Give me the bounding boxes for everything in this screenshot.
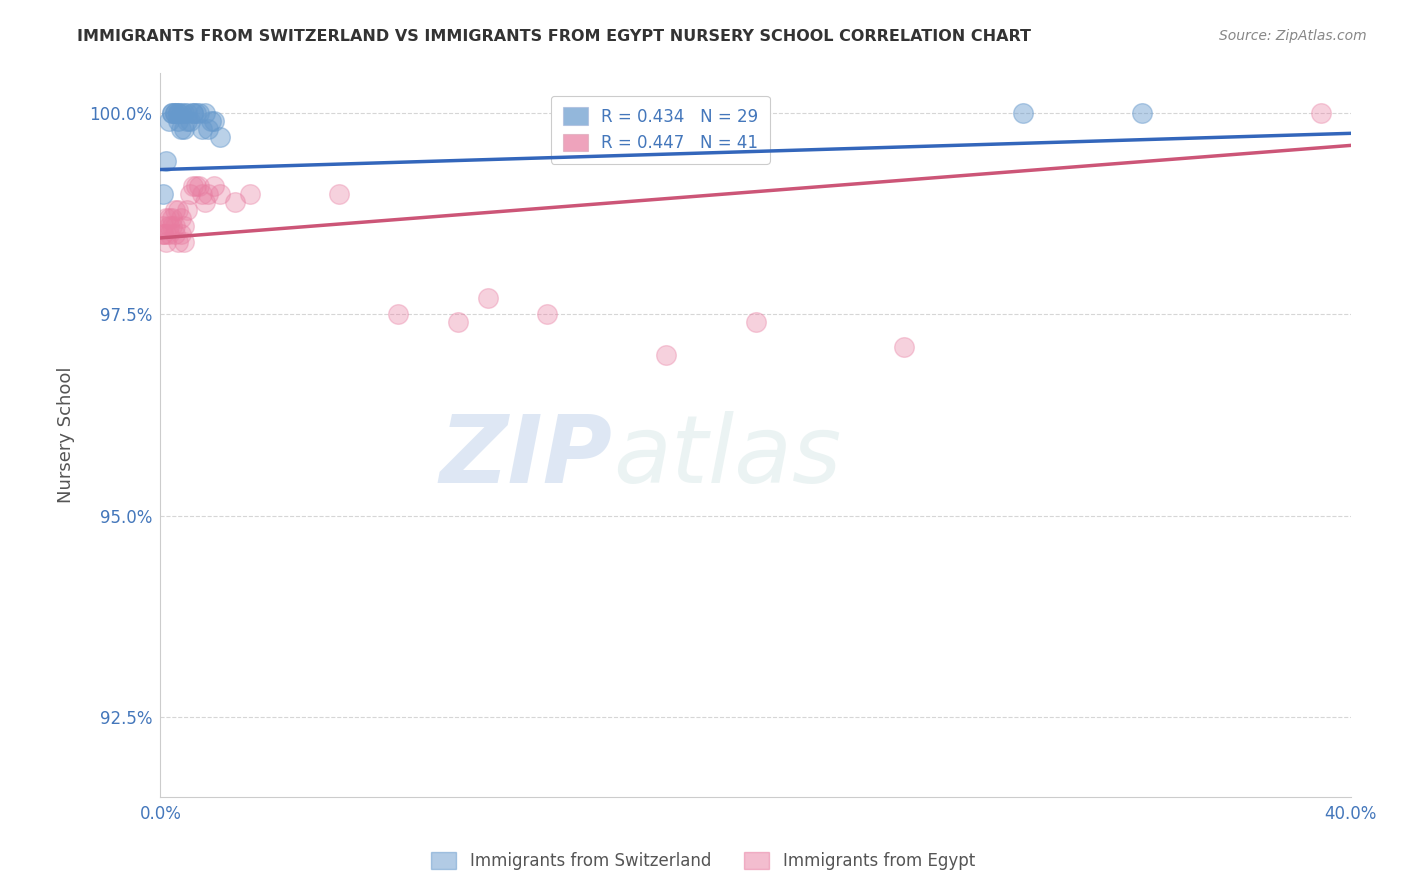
Point xyxy=(188,106,211,120)
Point xyxy=(167,202,190,217)
Point xyxy=(208,186,231,201)
Point xyxy=(224,194,246,209)
Point xyxy=(155,154,177,169)
Point xyxy=(157,211,180,225)
Legend: R = 0.434   N = 29, R = 0.447   N = 41: R = 0.434 N = 29, R = 0.447 N = 41 xyxy=(551,95,769,164)
Point xyxy=(170,211,193,225)
Point xyxy=(170,106,193,120)
Point xyxy=(387,307,409,321)
Point xyxy=(157,227,180,241)
Point xyxy=(167,114,190,128)
Point xyxy=(184,178,207,193)
Point xyxy=(173,219,195,233)
Point xyxy=(152,227,174,241)
Point xyxy=(155,227,177,241)
Point xyxy=(194,194,217,209)
Point xyxy=(165,106,187,120)
Point xyxy=(152,227,174,241)
Point xyxy=(165,219,187,233)
Point xyxy=(152,219,174,233)
Point xyxy=(191,122,214,136)
Point xyxy=(188,178,211,193)
Point xyxy=(155,211,177,225)
Point xyxy=(202,114,225,128)
Point xyxy=(162,106,184,120)
Point xyxy=(655,348,678,362)
Point xyxy=(167,106,190,120)
Point xyxy=(157,114,180,128)
Point xyxy=(173,235,195,249)
Point xyxy=(173,122,195,136)
Point xyxy=(202,178,225,193)
Point xyxy=(184,106,207,120)
Point xyxy=(157,219,180,233)
Point xyxy=(477,291,499,305)
Point xyxy=(328,186,350,201)
Point xyxy=(162,219,184,233)
Point xyxy=(170,122,193,136)
Point xyxy=(744,315,766,329)
Point xyxy=(1132,106,1154,120)
Text: atlas: atlas xyxy=(613,411,841,502)
Point xyxy=(197,122,219,136)
Point xyxy=(200,114,222,128)
Point xyxy=(167,235,190,249)
Point xyxy=(194,106,217,120)
Point xyxy=(536,307,558,321)
Text: Source: ZipAtlas.com: Source: ZipAtlas.com xyxy=(1219,29,1367,44)
Point xyxy=(170,227,193,241)
Point xyxy=(191,186,214,201)
Point xyxy=(162,211,184,225)
Point xyxy=(208,130,231,145)
Text: ZIP: ZIP xyxy=(440,411,613,503)
Point xyxy=(447,315,470,329)
Point xyxy=(152,186,174,201)
Point xyxy=(1310,106,1333,120)
Point xyxy=(165,202,187,217)
Point xyxy=(176,106,198,120)
Point xyxy=(165,227,187,241)
Point xyxy=(239,186,262,201)
Point xyxy=(197,186,219,201)
Text: IMMIGRANTS FROM SWITZERLAND VS IMMIGRANTS FROM EGYPT NURSERY SCHOOL CORRELATION : IMMIGRANTS FROM SWITZERLAND VS IMMIGRANT… xyxy=(77,29,1032,45)
Point xyxy=(167,106,190,120)
Point xyxy=(181,106,204,120)
Point xyxy=(162,106,184,120)
Point xyxy=(165,106,187,120)
Point xyxy=(176,114,198,128)
Point xyxy=(179,114,201,128)
Point xyxy=(181,106,204,120)
Y-axis label: Nursery School: Nursery School xyxy=(58,367,75,503)
Point xyxy=(173,106,195,120)
Point xyxy=(181,178,204,193)
Point xyxy=(893,340,915,354)
Point xyxy=(179,186,201,201)
Legend: Immigrants from Switzerland, Immigrants from Egypt: Immigrants from Switzerland, Immigrants … xyxy=(425,845,981,877)
Point xyxy=(155,235,177,249)
Point xyxy=(1012,106,1035,120)
Point xyxy=(176,202,198,217)
